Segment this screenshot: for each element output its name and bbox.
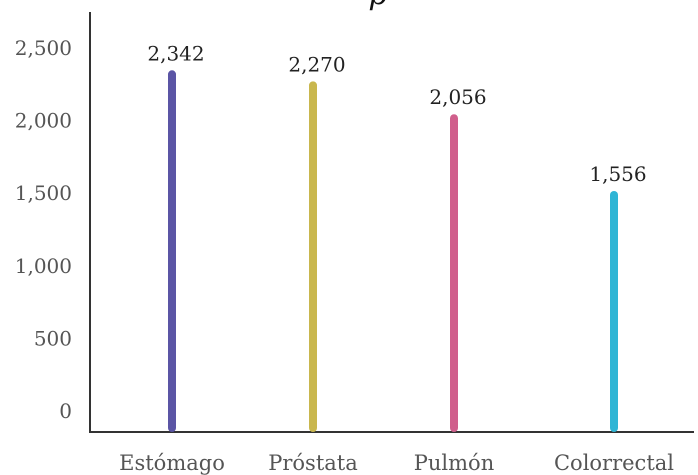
y-tick-label: 1,500 [15,181,72,205]
y-tick-label: 500 [34,326,72,350]
category-label: Estómago [119,451,225,475]
category-label: Pulmón [414,451,494,475]
category-label: Próstata [268,451,358,475]
value-label: 1,556 [589,162,646,186]
y-tick-label: 2,000 [15,109,72,133]
value-label: 2,056 [429,85,486,109]
chart-title: p [368,0,387,12]
category-labels: Estómago Próstata Pulmón Colorrectal [119,451,674,475]
y-tick-label: 2,500 [15,36,72,60]
bars [168,70,618,432]
y-tick-label: 1,000 [15,254,72,278]
value-label: 2,270 [288,52,345,76]
y-tick-label: 0 [59,399,72,423]
value-label: 2,342 [147,41,204,65]
value-labels: 2,342 2,270 2,056 1,556 [147,41,646,186]
category-label: Colorrectal [554,451,674,475]
y-axis-ticks: 0 500 1,000 1,500 2,000 2,500 [15,36,72,423]
